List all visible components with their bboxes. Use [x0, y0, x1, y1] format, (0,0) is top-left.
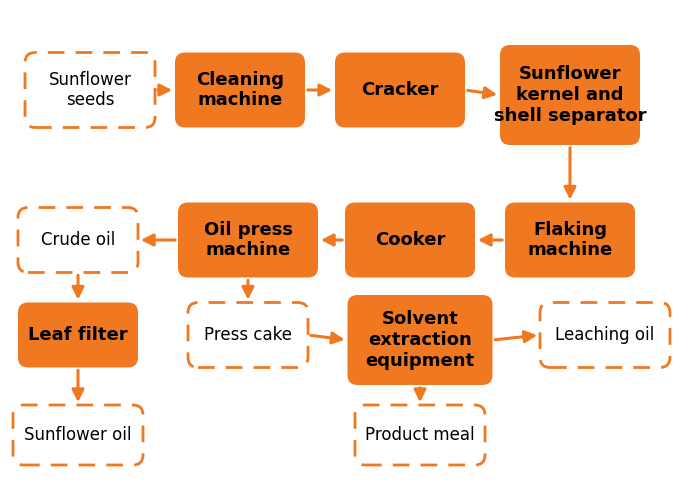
FancyBboxPatch shape: [18, 302, 138, 368]
FancyBboxPatch shape: [25, 52, 155, 128]
FancyBboxPatch shape: [188, 302, 308, 368]
FancyBboxPatch shape: [335, 52, 465, 128]
Text: Solvent
extraction
equipment: Solvent extraction equipment: [365, 310, 475, 370]
Text: Sunflower
kernel and
shell separator: Sunflower kernel and shell separator: [494, 65, 646, 125]
FancyBboxPatch shape: [18, 208, 138, 272]
Text: Crude oil: Crude oil: [41, 231, 115, 249]
Text: Sunflower
seeds: Sunflower seeds: [48, 70, 132, 110]
FancyBboxPatch shape: [500, 45, 640, 145]
FancyBboxPatch shape: [347, 295, 493, 385]
FancyBboxPatch shape: [13, 405, 143, 465]
FancyBboxPatch shape: [175, 52, 305, 128]
Text: Cracker: Cracker: [361, 81, 439, 99]
Text: Press cake: Press cake: [204, 326, 292, 344]
Text: Leaching oil: Leaching oil: [555, 326, 654, 344]
Text: Cleaning
machine: Cleaning machine: [196, 70, 284, 110]
Text: Cooker: Cooker: [374, 231, 445, 249]
Text: Sunflower oil: Sunflower oil: [25, 426, 132, 444]
Text: Leaf filter: Leaf filter: [28, 326, 128, 344]
FancyBboxPatch shape: [355, 405, 485, 465]
FancyBboxPatch shape: [345, 202, 475, 278]
FancyBboxPatch shape: [178, 202, 318, 278]
Text: Flaking
machine: Flaking machine: [527, 220, 612, 260]
FancyBboxPatch shape: [540, 302, 670, 368]
Text: Product meal: Product meal: [365, 426, 475, 444]
FancyBboxPatch shape: [505, 202, 635, 278]
Text: Oil press
machine: Oil press machine: [204, 220, 293, 260]
